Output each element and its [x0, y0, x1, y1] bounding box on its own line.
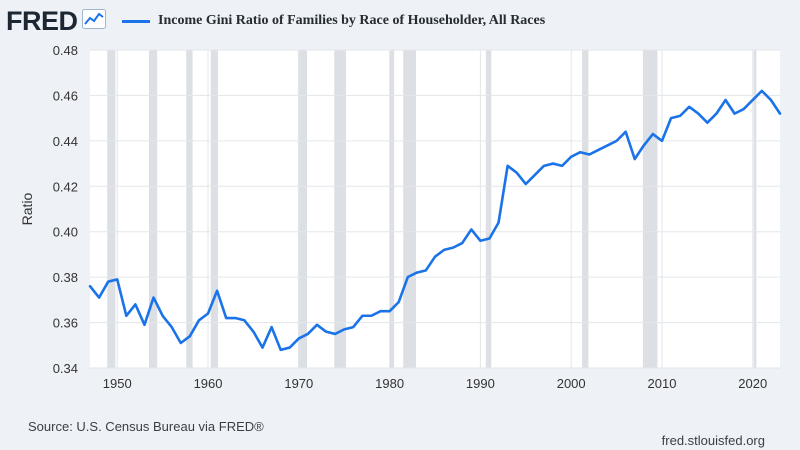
recession-band-10 — [642, 50, 658, 368]
chart-legend: Income Gini Ratio of Families by Race of… — [122, 13, 545, 29]
y-tick-label: 0.44 — [53, 134, 78, 149]
recession-band-9 — [582, 50, 589, 368]
y-tick-label: 0.36 — [53, 316, 78, 331]
y-axis-title: Ratio — [19, 192, 35, 225]
x-tick-label: 1970 — [284, 376, 313, 391]
x-tick-label: 1950 — [103, 376, 132, 391]
series-lines — [88, 89, 782, 352]
plot-area — [90, 50, 780, 368]
y-tick-label: 0.38 — [53, 270, 78, 285]
recession-band-1 — [149, 50, 158, 368]
site-link[interactable]: fred.stlouisfed.org — [661, 433, 765, 448]
y-tick-label: 0.42 — [53, 179, 78, 194]
x-tick-label: 2020 — [738, 376, 767, 391]
chart-title: Income Gini Ratio of Families by Race of… — [158, 13, 546, 28]
x-tick-label: 1960 — [194, 376, 223, 391]
fred-logo-text: FRED — [6, 6, 78, 36]
recession-band-8 — [485, 50, 492, 368]
x-tick-label: 1980 — [375, 376, 404, 391]
source-note: Source: U.S. Census Bureau via FRED® — [28, 419, 264, 434]
line-chart-icon — [81, 9, 106, 34]
recession-band-3 — [210, 50, 219, 368]
legend-swatch — [122, 19, 150, 23]
recession-band-2 — [186, 50, 193, 368]
y-tick-label: 0.46 — [53, 88, 78, 103]
recession-band-4 — [297, 50, 307, 368]
recession-band-11 — [753, 50, 757, 368]
y-tick-label: 0.48 — [53, 43, 78, 58]
recession-band-6 — [389, 50, 395, 368]
x-tick-label: 2000 — [557, 376, 586, 391]
recession-band-0 — [107, 50, 116, 368]
x-axis-ticks: 1950 1960 1970 1980 1990 2000 2010 2020 — [103, 376, 767, 391]
series-line-0 — [88, 89, 782, 352]
fred-logo[interactable]: FRED — [6, 6, 106, 37]
recession-band-7 — [403, 50, 416, 368]
recession-band-5 — [334, 50, 347, 368]
y-tick-label: 0.40 — [53, 225, 78, 240]
gridlines — [90, 49, 780, 369]
x-tick-label: 1990 — [466, 376, 495, 391]
y-tick-label: 0.34 — [53, 361, 78, 376]
recession-bands — [107, 50, 757, 368]
y-axis-ticks: 0.34 0.36 0.38 0.40 0.42 0.44 0.46 0.48 — [53, 43, 78, 376]
x-tick-label: 2010 — [648, 376, 677, 391]
